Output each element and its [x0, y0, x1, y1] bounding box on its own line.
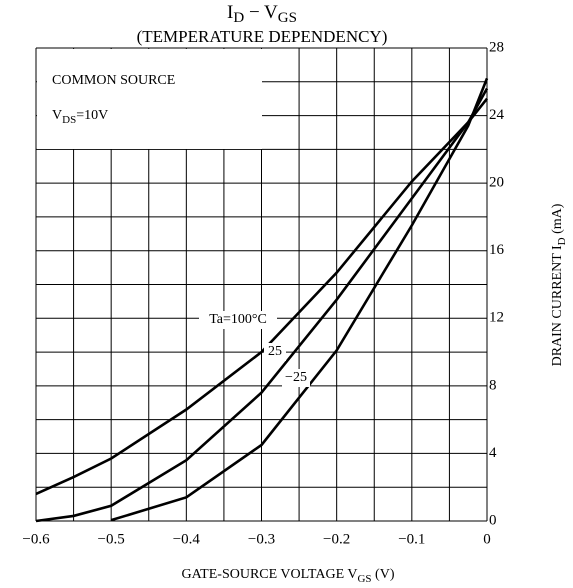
y-tick-label: 28	[489, 39, 504, 55]
series-label: 25	[268, 344, 282, 359]
series-line	[35, 97, 489, 496]
chart-title: ID − VGS	[227, 2, 297, 26]
x-tick-label: −0.2	[323, 531, 350, 547]
y-tick-label: 20	[489, 175, 504, 191]
x-tick-label: −0.5	[98, 531, 125, 547]
annotation: VDS=10V	[52, 108, 108, 125]
y-axis-label: DRAIN CURRENT ID (mA)	[550, 203, 567, 366]
x-tick-label: −0.4	[173, 531, 201, 547]
series-line	[35, 87, 489, 523]
y-tick-label: 0	[489, 512, 497, 528]
series-label: −25	[285, 370, 307, 385]
x-axis-label: GATE-SOURCE VOLTAGE VGS (V)	[182, 567, 395, 584]
series-label-bg	[199, 311, 277, 329]
x-tick-label: −0.6	[22, 531, 50, 547]
x-tick-label: −0.1	[398, 531, 425, 547]
series-label-bg	[282, 369, 310, 387]
plot-area	[35, 47, 488, 522]
x-tick-label: 0	[483, 531, 491, 547]
y-tick-label: 24	[489, 107, 505, 123]
chart-subtitle: (TEMPERATURE DEPENDENCY)	[137, 27, 388, 46]
series-label: Ta=100°C	[209, 312, 267, 327]
y-tick-label: 4	[489, 445, 497, 461]
series-label-bg	[264, 343, 286, 361]
y-tick-label: 8	[489, 377, 497, 393]
y-tick-label: 12	[489, 310, 504, 326]
x-tick-label: −0.3	[248, 531, 275, 547]
annotation: COMMON SOURCE	[52, 73, 175, 88]
annotation-box	[37, 49, 262, 149]
y-tick-label: 16	[489, 242, 505, 258]
series-line	[110, 77, 489, 522]
